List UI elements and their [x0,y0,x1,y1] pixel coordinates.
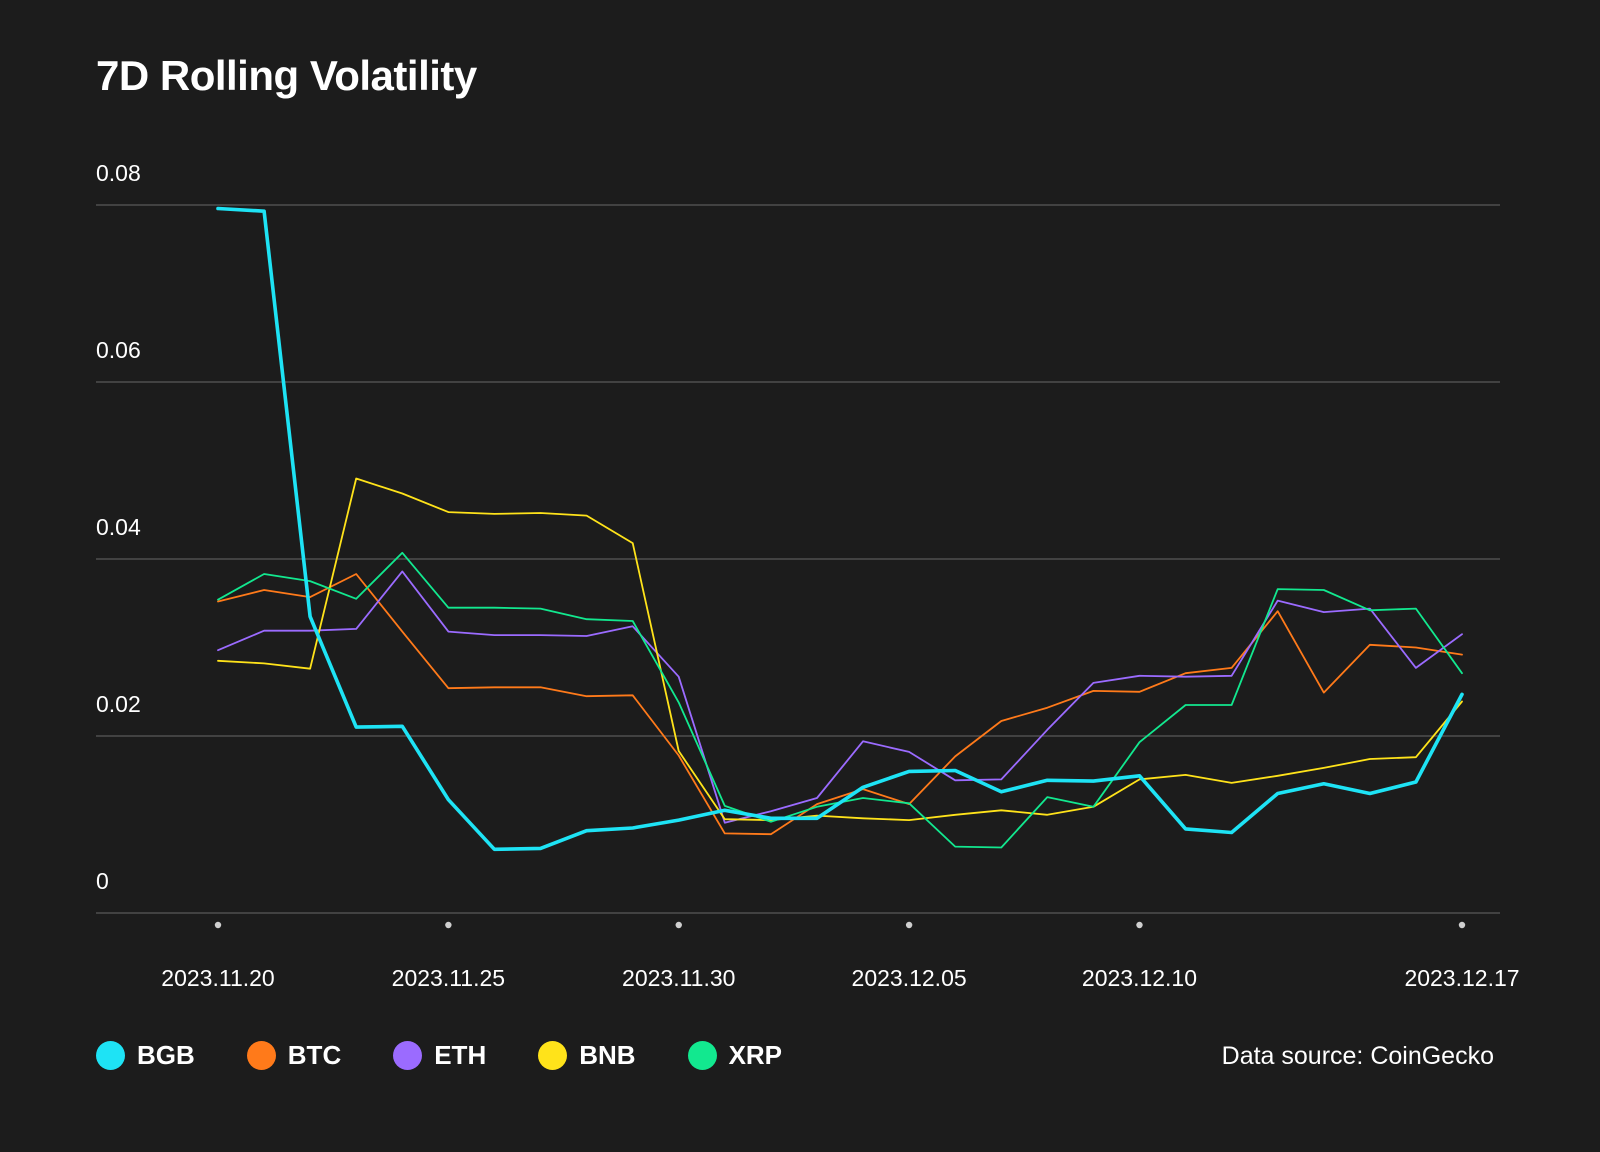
x-tick-label-3: 2023.12.05 [852,965,967,991]
legend-label-btc: BTC [287,1040,342,1070]
x-tick-label-5: 2023.12.17 [1404,965,1519,991]
series-lines [216,206,1464,852]
x-axis-ticks: 2023.11.20 2023.11.25 2023.11.30 2023.12.05… [161,921,1520,991]
y-tick-label-4: 0.08 [96,160,141,186]
y-tick-label-0: 0 [96,868,109,894]
series-line-bnb [217,477,1463,821]
x-tick-dot-4 [1136,921,1143,929]
series-line-eth [217,570,1463,824]
x-tick-dot-1 [445,921,452,929]
x-tick-label-0: 2023.11.20 [161,965,274,991]
x-tick-label-2: 2023.11.30 [622,965,735,991]
legend-item-bgb[interactable]: BGB [96,1040,195,1071]
x-tick-dot-0 [214,921,222,929]
y-tick-label-3: 0.06 [96,337,141,363]
legend-swatch-bgb [96,1041,125,1070]
x-tick-label-1: 2023.11.25 [392,965,505,991]
legend-swatch-bnb [538,1041,568,1070]
legend-swatch-eth [393,1041,423,1070]
legend: BGB BTC ETH BNB XRP [96,1040,834,1071]
chart-title: 7D Rolling Volatility [96,52,477,99]
x-tick-dot-3 [905,921,913,929]
legend-label-xrp: XRP [728,1040,783,1070]
y-tick-label-2: 0.04 [96,514,141,540]
y-axis-tick-labels: 0 0.02 0.04 0.06 0.08 [96,160,141,894]
x-tick-dot-2 [675,921,682,929]
gridlines [96,204,1500,914]
legend-item-bnb[interactable]: BNB [538,1040,636,1071]
legend-swatch-btc [246,1041,276,1070]
legend-item-xrp[interactable]: XRP [687,1040,783,1071]
legend-label-bgb: BGB [137,1040,195,1070]
x-tick-dot-5 [1458,921,1466,929]
data-source-note: Data source: CoinGecko [1221,1042,1494,1070]
legend-label-eth: ETH [434,1040,487,1070]
legend-swatch-xrp [687,1041,717,1070]
series-line-bgb [216,206,1464,852]
legend-item-btc[interactable]: BTC [246,1040,342,1071]
legend-item-eth[interactable]: ETH [393,1040,486,1071]
x-tick-label-4: 2023.12.10 [1082,965,1197,991]
y-tick-label-1: 0.02 [96,691,141,717]
legend-label-bnb: BNB [579,1040,636,1070]
